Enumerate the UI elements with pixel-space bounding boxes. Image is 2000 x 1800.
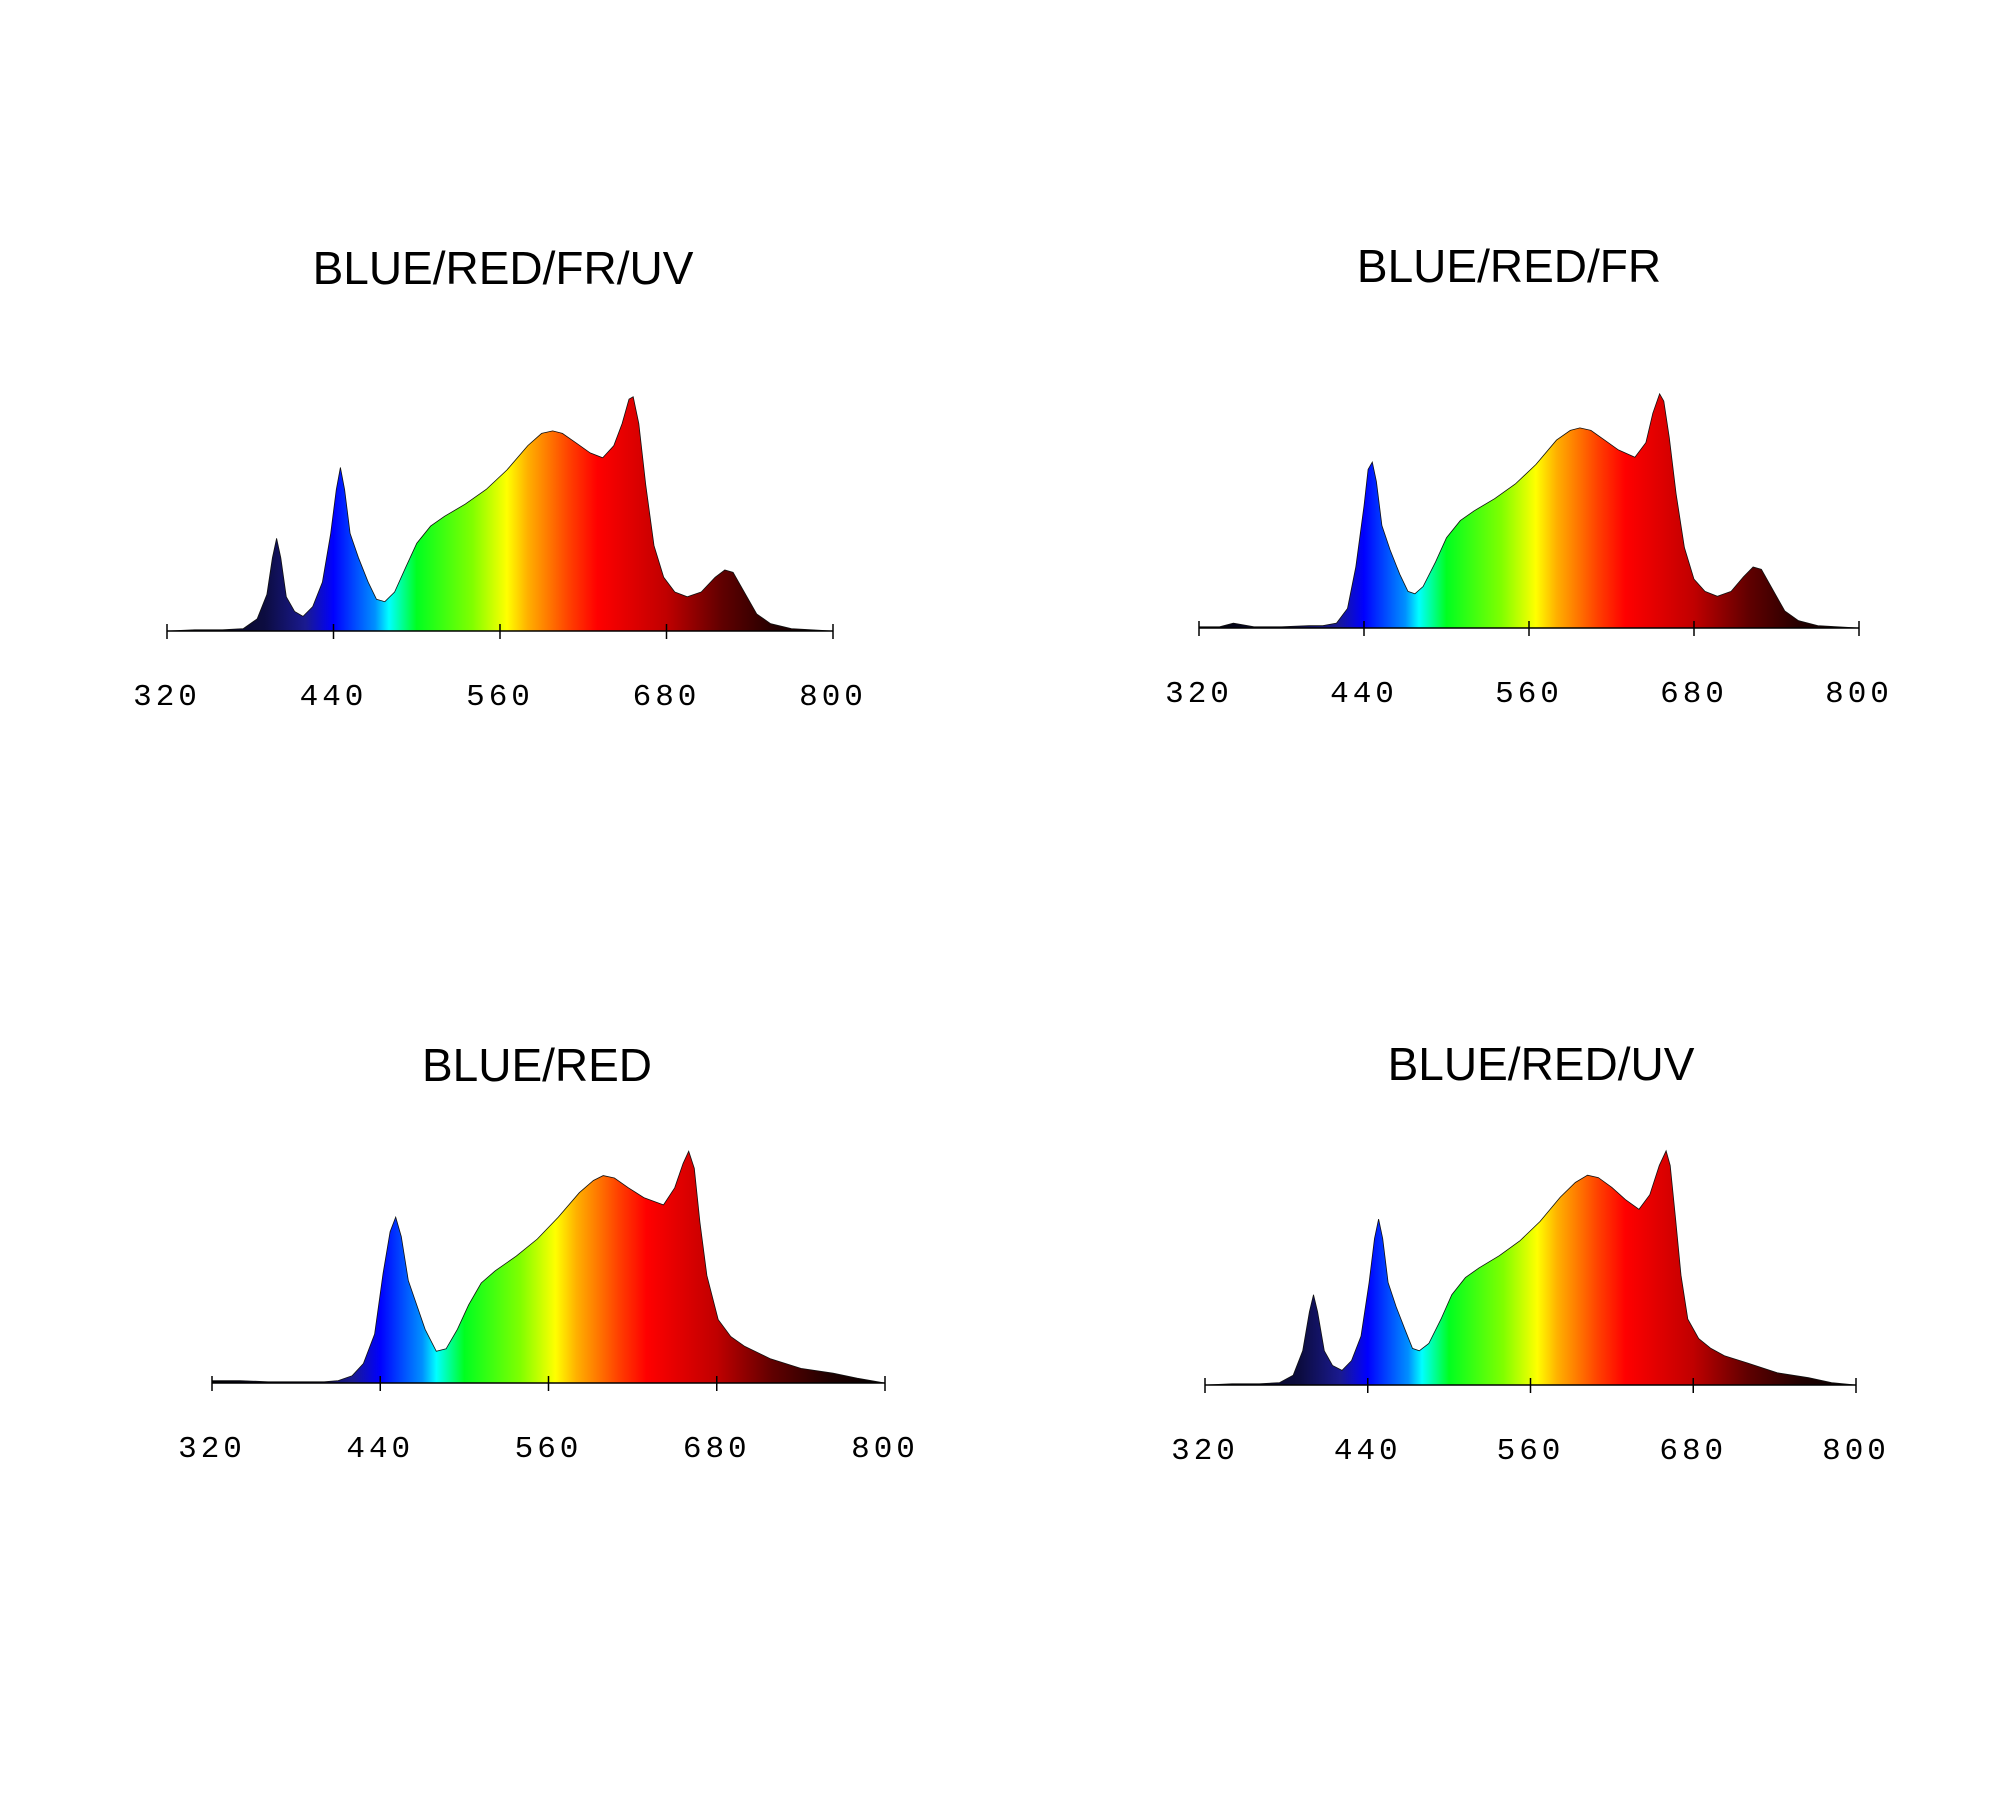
chart-title: BLUE/RED/UV — [1388, 1038, 1695, 1090]
x-tick-label: 800 — [851, 1432, 919, 1467]
x-tick-label: 560 — [466, 680, 534, 715]
x-tick-label: 320 — [1171, 1434, 1239, 1469]
x-tick-label: 680 — [1660, 677, 1728, 712]
spectrum-area — [211, 1150, 886, 1384]
x-tick-label: 560 — [1497, 1434, 1565, 1469]
x-tick-label: 440 — [1334, 1434, 1402, 1469]
x-tick-label: 440 — [346, 1432, 414, 1467]
x-tick-label: 320 — [133, 680, 201, 715]
x-tick-label: 320 — [178, 1432, 246, 1467]
x-tick-label: 800 — [799, 680, 867, 715]
x-tick-label: 440 — [1330, 677, 1398, 712]
chart-title: BLUE/RED/FR/UV — [313, 242, 694, 294]
spectrum-area — [1198, 392, 1860, 629]
x-tick-label: 680 — [1659, 1434, 1727, 1469]
x-tick-label: 800 — [1825, 677, 1893, 712]
x-tick-label: 440 — [300, 680, 368, 715]
x-tick-label: 680 — [633, 680, 701, 715]
spectrum-area — [1204, 1149, 1857, 1386]
x-tick-label: 800 — [1822, 1434, 1890, 1469]
x-tick-label: 560 — [1495, 677, 1563, 712]
x-tick-label: 680 — [683, 1432, 751, 1467]
chart-title: BLUE/RED/FR — [1357, 240, 1661, 292]
x-tick-label: 560 — [515, 1432, 583, 1467]
x-tick-label: 320 — [1165, 677, 1233, 712]
spectrum-area — [166, 396, 834, 632]
chart-title: BLUE/RED — [422, 1039, 652, 1091]
